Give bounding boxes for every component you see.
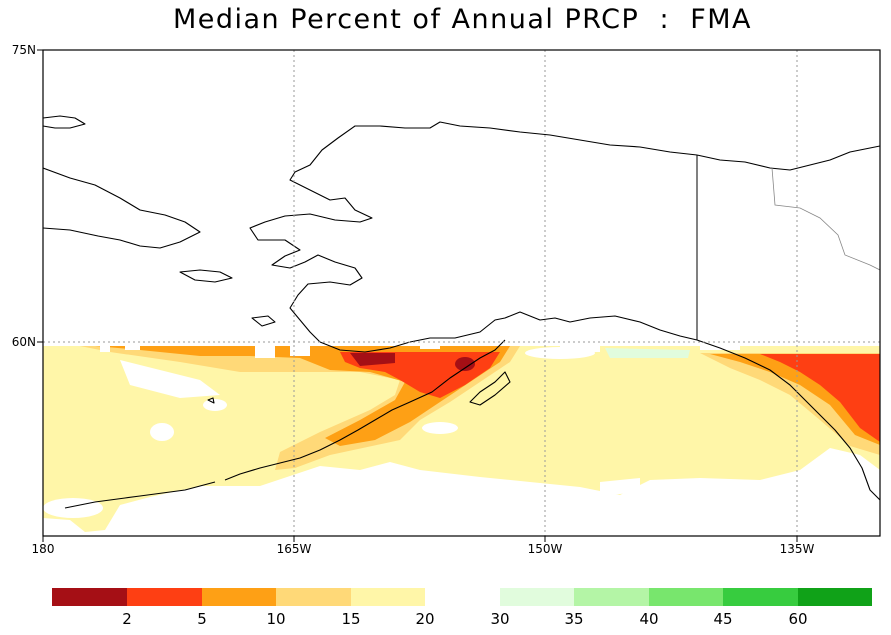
colorbar-swatch	[798, 588, 872, 606]
kodiak-island	[469, 371, 511, 406]
shade-30-35	[605, 348, 690, 358]
lon-label-135w: 135W	[780, 542, 815, 556]
colorbar-label: 60	[788, 610, 807, 628]
lat-label-60n: 60N	[12, 335, 36, 349]
yukon-nwt-border	[771, 167, 880, 271]
lon-label-180: 180	[32, 542, 55, 556]
st-lawrence-island	[179, 269, 233, 283]
colorbar-swatch	[52, 588, 127, 606]
colorbar-swatch	[500, 588, 574, 606]
colorbar-swatch	[574, 588, 649, 606]
colorbar-swatch	[351, 588, 425, 606]
colorbar-label: 35	[564, 610, 583, 628]
colorbar-swatch	[127, 588, 202, 606]
colorbar-swatch	[723, 588, 798, 606]
lon-label-165w: 165W	[277, 542, 312, 556]
colorbar-label: 45	[713, 610, 732, 628]
colorbar-label: 15	[341, 610, 360, 628]
colorbar-labels: 2 5 10 15 20 30 35 40 45 60	[122, 610, 807, 628]
colorbar-label: 2	[122, 610, 132, 628]
wrangel-island	[43, 115, 86, 129]
colorbar-swatch	[425, 588, 500, 606]
lat-label-75n: 75N	[12, 43, 36, 57]
nunivak-island	[251, 315, 276, 327]
colorbar-label: 20	[415, 610, 434, 628]
precip-shading	[43, 344, 880, 532]
aleutian-islands	[64, 481, 216, 509]
colorbar	[52, 588, 872, 606]
colorbar-swatch	[649, 588, 723, 606]
canada-arctic-coast	[696, 145, 880, 171]
borders	[696, 155, 880, 340]
axis-ticks	[37, 49, 798, 542]
colorbar-label: 40	[639, 610, 658, 628]
alaska-coastline	[249, 121, 698, 353]
shade-15-20	[43, 346, 880, 532]
se-alaska-coast	[696, 339, 880, 501]
colorbar-swatch	[202, 588, 276, 606]
gridlines	[43, 50, 880, 536]
colorbar-swatch	[276, 588, 351, 606]
chukotka-coast	[43, 167, 201, 249]
colorbar-label: 5	[197, 610, 207, 628]
coastlines	[43, 115, 880, 509]
shade-0-2	[350, 353, 395, 366]
map-title: Median Percent of Annual PRCP : FMA	[172, 4, 753, 35]
alaska-peninsula	[224, 339, 506, 481]
colorbar-label: 10	[266, 610, 285, 628]
colorbar-label: 30	[490, 610, 509, 628]
lon-label-150w: 150W	[528, 542, 563, 556]
map-frame	[42, 49, 881, 537]
